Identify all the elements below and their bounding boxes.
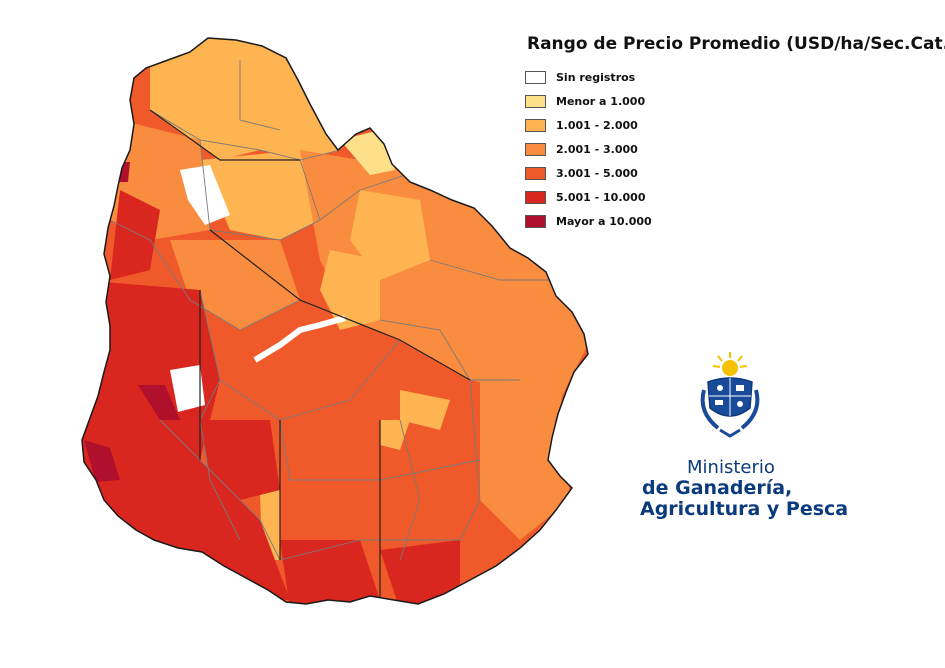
region-south-east-coast: [380, 540, 460, 604]
region-dark-1: [138, 385, 180, 420]
legend-label: Sin registros: [556, 71, 636, 84]
region-no-data-2: [170, 365, 205, 412]
region-center-tan: [320, 250, 380, 330]
legend-item-1001-2000: 1.001 - 2.000: [525, 118, 638, 133]
legend-swatch: [525, 215, 546, 228]
region-no-data-1: [180, 165, 230, 225]
region-dark-2: [84, 440, 120, 482]
legend-item-5001-10000: 5.001 - 10.000: [525, 190, 645, 205]
uruguay-coat-of-arms-icon: [700, 352, 760, 438]
legend-swatch: [525, 71, 546, 84]
ministry-logo-text: Ministerio de Ganadería, Agricultura y P…: [640, 458, 848, 520]
legend-swatch: [525, 119, 546, 132]
region-south-coast: [280, 540, 380, 604]
legend-label: Mayor a 10.000: [556, 215, 652, 228]
legend-item-3001-5000: 3.001 - 5.000: [525, 166, 638, 181]
legend-swatch: [525, 95, 546, 108]
region-southwest: [82, 280, 290, 600]
legend-item-2001-3000: 2.001 - 3.000: [525, 142, 638, 157]
legend-item-over-10000: Mayor a 10.000: [525, 214, 652, 229]
legend-label: Menor a 1.000: [556, 95, 646, 108]
legend-swatch: [525, 191, 546, 204]
ministry-line-2: de Ganadería,: [642, 477, 793, 499]
region-east-tan-3: [380, 420, 410, 450]
legend-item-no-data: Sin registros: [525, 70, 635, 85]
legend-title: Rango de Precio Promedio (USD/ha/Sec.Cat…: [527, 34, 945, 54]
region-east-coast: [480, 380, 570, 540]
legend-label: 2.001 - 3.000: [556, 143, 638, 156]
region-east-tan: [350, 190, 430, 280]
region-north-2: [200, 150, 320, 240]
legend-label: 5.001 - 10.000: [556, 191, 646, 204]
ministry-line-1: Ministerio: [687, 457, 775, 478]
region-litoral: [110, 190, 160, 280]
legend-swatch: [525, 143, 546, 156]
legend-label: 3.001 - 5.000: [556, 167, 638, 180]
department-borders: [149, 109, 471, 600]
rio-negro-lake: [253, 315, 346, 363]
region-east-tan-2: [400, 390, 450, 430]
legend-item-under-1000: Menor a 1.000: [525, 94, 645, 109]
legend-label: 1.001 - 2.000: [556, 119, 638, 132]
sun-icon: [712, 352, 748, 376]
ministry-line-3: Agricultura y Pesca: [640, 498, 849, 520]
legend-swatch: [525, 167, 546, 180]
